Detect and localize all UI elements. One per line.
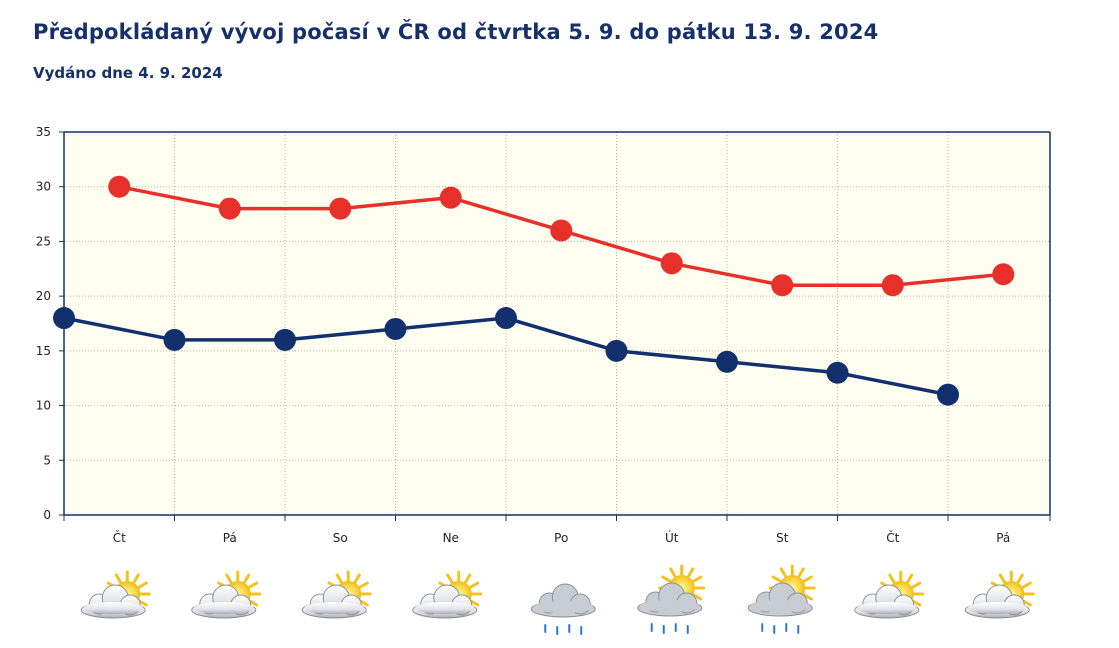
sun-cloud-rain-icon bbox=[637, 564, 706, 634]
series bbox=[53, 175, 1015, 406]
data-point-max bbox=[329, 197, 352, 220]
data-point-min bbox=[716, 350, 738, 373]
data-point-min bbox=[826, 361, 849, 384]
x-tick-label: St bbox=[776, 531, 789, 545]
sun-cloud-rain-icon bbox=[747, 564, 816, 634]
issued-date: Vydáno dne 4. 9. 2024 bbox=[33, 64, 223, 82]
plot-area bbox=[64, 132, 1050, 515]
x-tick-label: Pá bbox=[996, 531, 1010, 545]
y-tick-label: 35 bbox=[36, 125, 51, 139]
data-point-max bbox=[108, 175, 131, 198]
data-point-min bbox=[937, 383, 959, 406]
y-tick-label: 15 bbox=[36, 344, 51, 358]
page-title: Předpokládaný vývoj počasí v ČR od čtvrt… bbox=[33, 20, 879, 44]
y-tick-label: 30 bbox=[36, 180, 51, 194]
data-point-min bbox=[53, 307, 75, 330]
data-point-max bbox=[771, 274, 794, 297]
data-point-min bbox=[163, 328, 186, 351]
sun-behind-cloud-icon bbox=[854, 570, 925, 619]
sun-behind-cloud-icon bbox=[301, 570, 372, 619]
x-tick-label: Út bbox=[665, 530, 679, 545]
x-tick-label: Čt bbox=[886, 530, 899, 545]
data-point-min bbox=[384, 317, 407, 340]
y-tick-label: 20 bbox=[36, 289, 51, 303]
data-point-max bbox=[218, 197, 241, 220]
x-tick-label: So bbox=[333, 531, 348, 545]
y-tick-label: 10 bbox=[36, 399, 51, 413]
sun-behind-cloud-icon bbox=[964, 570, 1035, 619]
x-tick-label: Po bbox=[554, 531, 568, 545]
x-tick-label: Pá bbox=[223, 531, 237, 545]
y-tick-label: 0 bbox=[43, 508, 51, 522]
y-tick-label: 5 bbox=[43, 453, 51, 467]
rain-cloud-icon bbox=[530, 583, 596, 635]
data-point-max bbox=[881, 274, 904, 297]
y-tick-label: 25 bbox=[36, 234, 51, 248]
data-point-max bbox=[550, 219, 573, 242]
sun-behind-cloud-icon bbox=[80, 570, 151, 619]
data-point-max bbox=[660, 252, 683, 275]
sun-behind-cloud-icon bbox=[412, 570, 483, 619]
data-point-max bbox=[992, 263, 1015, 286]
x-tick-label: Ne bbox=[443, 531, 459, 545]
x-tick-label: Čt bbox=[113, 530, 126, 545]
data-point-min bbox=[605, 339, 628, 362]
data-point-min bbox=[495, 307, 517, 330]
weather-icons bbox=[80, 564, 1035, 635]
sun-behind-cloud-icon bbox=[191, 570, 262, 619]
data-point-min bbox=[274, 328, 296, 351]
data-point-max bbox=[439, 186, 462, 209]
